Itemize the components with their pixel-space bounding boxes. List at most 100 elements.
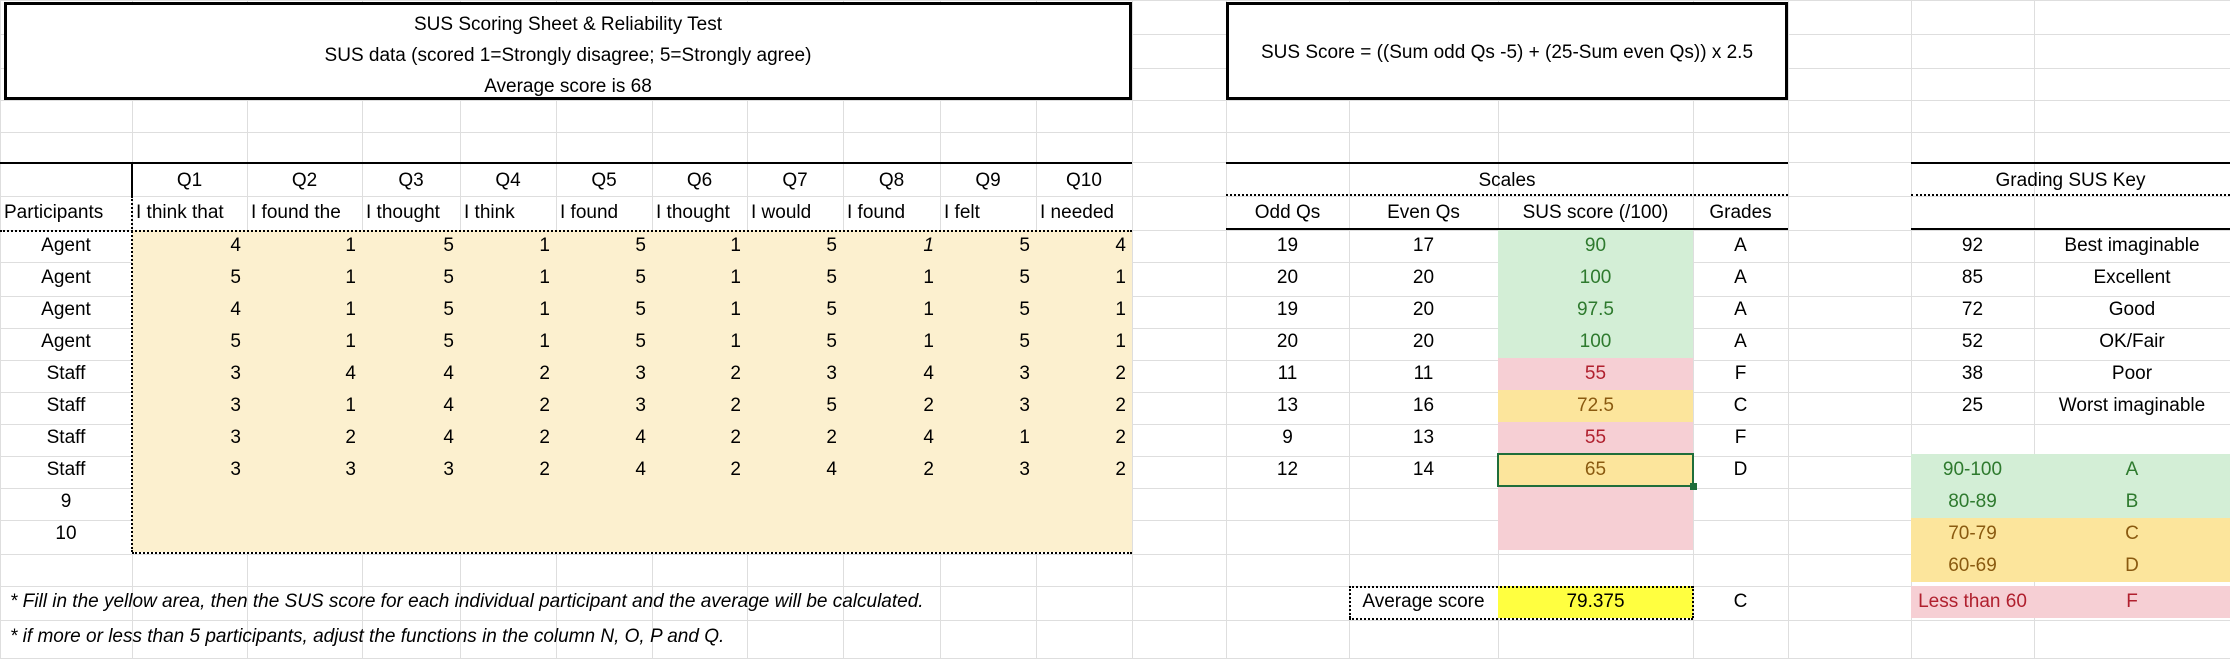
response-cell[interactable]: 2	[1115, 395, 1126, 416]
response-cell[interactable]: 3	[230, 395, 241, 416]
response-cell[interactable]: 3	[635, 395, 646, 416]
response-cell[interactable]: 4	[443, 395, 454, 416]
response-cell[interactable]: 3	[1019, 459, 1030, 480]
response-cell[interactable]: 4	[1115, 235, 1126, 256]
response-cell[interactable]: 2	[730, 395, 741, 416]
response-cell[interactable]: 1	[730, 267, 741, 288]
response-cell[interactable]: 3	[230, 459, 241, 480]
response-cell[interactable]: 5	[443, 331, 454, 352]
response-cell[interactable]: 2	[730, 427, 741, 448]
response-cell[interactable]: 2	[539, 363, 550, 384]
response-cell[interactable]	[556, 486, 652, 518]
response-cell[interactable]: 2	[730, 363, 741, 384]
response-cell[interactable]	[460, 518, 556, 550]
response-cell[interactable]: 4	[443, 363, 454, 384]
response-cell[interactable]: 3	[345, 459, 356, 480]
response-cell[interactable]: 2	[730, 459, 741, 480]
response-cell[interactable]: 1	[923, 299, 934, 320]
response-cell[interactable]: 1	[539, 299, 550, 320]
response-cell[interactable]: 4	[345, 363, 356, 384]
response-cell[interactable]: 2	[1115, 459, 1126, 480]
response-cell[interactable]	[247, 486, 362, 518]
fill-handle[interactable]	[1690, 483, 1697, 490]
response-cell[interactable]: 1	[345, 235, 356, 256]
response-cell[interactable]: 1	[923, 331, 934, 352]
response-cell[interactable]	[132, 518, 247, 550]
response-cell[interactable]: 2	[539, 395, 550, 416]
input-area[interactable]	[132, 230, 1132, 552]
response-cell[interactable]	[843, 518, 940, 550]
response-cell[interactable]	[132, 486, 247, 518]
response-cell[interactable]: 4	[635, 427, 646, 448]
response-cell[interactable]: 1	[539, 267, 550, 288]
response-cell[interactable]: 5	[635, 267, 646, 288]
response-cell[interactable]	[1036, 518, 1132, 550]
response-cell[interactable]: 5	[826, 395, 837, 416]
response-cell[interactable]: 1	[345, 299, 356, 320]
response-cell[interactable]	[940, 518, 1036, 550]
response-cell[interactable]	[652, 518, 747, 550]
response-cell[interactable]: 2	[923, 395, 934, 416]
response-cell[interactable]: 1	[730, 299, 741, 320]
response-cell[interactable]	[940, 486, 1036, 518]
response-cell[interactable]: 4	[635, 459, 646, 480]
response-cell[interactable]	[556, 518, 652, 550]
selected-cell[interactable]	[1497, 453, 1694, 487]
response-cell[interactable]: 5	[443, 299, 454, 320]
response-cell[interactable]: 5	[635, 235, 646, 256]
response-cell[interactable]: 3	[826, 363, 837, 384]
response-cell[interactable]: 4	[230, 235, 241, 256]
response-cell[interactable]: 5	[826, 299, 837, 320]
response-cell[interactable]: 1	[1115, 331, 1126, 352]
response-cell[interactable]: 5	[635, 299, 646, 320]
response-cell[interactable]: 1	[1019, 427, 1030, 448]
response-cell[interactable]: 4	[826, 459, 837, 480]
response-cell[interactable]: 1	[539, 331, 550, 352]
response-cell[interactable]	[362, 486, 460, 518]
response-cell[interactable]: 1	[730, 331, 741, 352]
response-cell[interactable]: 5	[443, 267, 454, 288]
response-cell[interactable]: 1	[923, 235, 934, 256]
response-cell[interactable]: 1	[345, 395, 356, 416]
response-cell[interactable]: 5	[443, 235, 454, 256]
response-cell[interactable]: 3	[635, 363, 646, 384]
response-cell[interactable]: 1	[1115, 299, 1126, 320]
response-cell[interactable]: 2	[826, 427, 837, 448]
response-cell[interactable]: 5	[1019, 331, 1030, 352]
response-cell[interactable]: 2	[539, 427, 550, 448]
response-cell[interactable]: 4	[923, 363, 934, 384]
response-cell[interactable]: 2	[1115, 363, 1126, 384]
response-cell[interactable]: 5	[1019, 235, 1030, 256]
response-cell[interactable]: 3	[443, 459, 454, 480]
response-cell[interactable]	[362, 518, 460, 550]
response-cell[interactable]	[747, 486, 843, 518]
response-cell[interactable]: 1	[1115, 267, 1126, 288]
response-cell[interactable]: 2	[923, 459, 934, 480]
response-cell[interactable]: 1	[345, 331, 356, 352]
response-cell[interactable]: 3	[230, 363, 241, 384]
response-cell[interactable]: 5	[826, 331, 837, 352]
response-cell[interactable]: 3	[1019, 395, 1030, 416]
response-cell[interactable]: 5	[826, 235, 837, 256]
response-cell[interactable]: 2	[345, 427, 356, 448]
response-cell[interactable]: 2	[1115, 427, 1126, 448]
response-cell[interactable]: 5	[635, 331, 646, 352]
response-cell[interactable]	[247, 518, 362, 550]
response-cell[interactable]: 1	[730, 235, 741, 256]
response-cell[interactable]: 3	[230, 427, 241, 448]
response-cell[interactable]: 5	[1019, 299, 1030, 320]
response-cell[interactable]: 4	[923, 427, 934, 448]
response-cell[interactable]: 1	[923, 267, 934, 288]
response-cell[interactable]	[747, 518, 843, 550]
response-cell[interactable]: 1	[345, 267, 356, 288]
response-cell[interactable]: 4	[443, 427, 454, 448]
response-cell[interactable]	[652, 486, 747, 518]
response-cell[interactable]: 5	[230, 267, 241, 288]
response-cell[interactable]: 3	[1019, 363, 1030, 384]
response-cell[interactable]: 5	[1019, 267, 1030, 288]
response-cell[interactable]: 5	[826, 267, 837, 288]
response-cell[interactable]: 4	[230, 299, 241, 320]
response-cell[interactable]	[1036, 486, 1132, 518]
response-cell[interactable]	[843, 486, 940, 518]
response-cell[interactable]	[460, 486, 556, 518]
